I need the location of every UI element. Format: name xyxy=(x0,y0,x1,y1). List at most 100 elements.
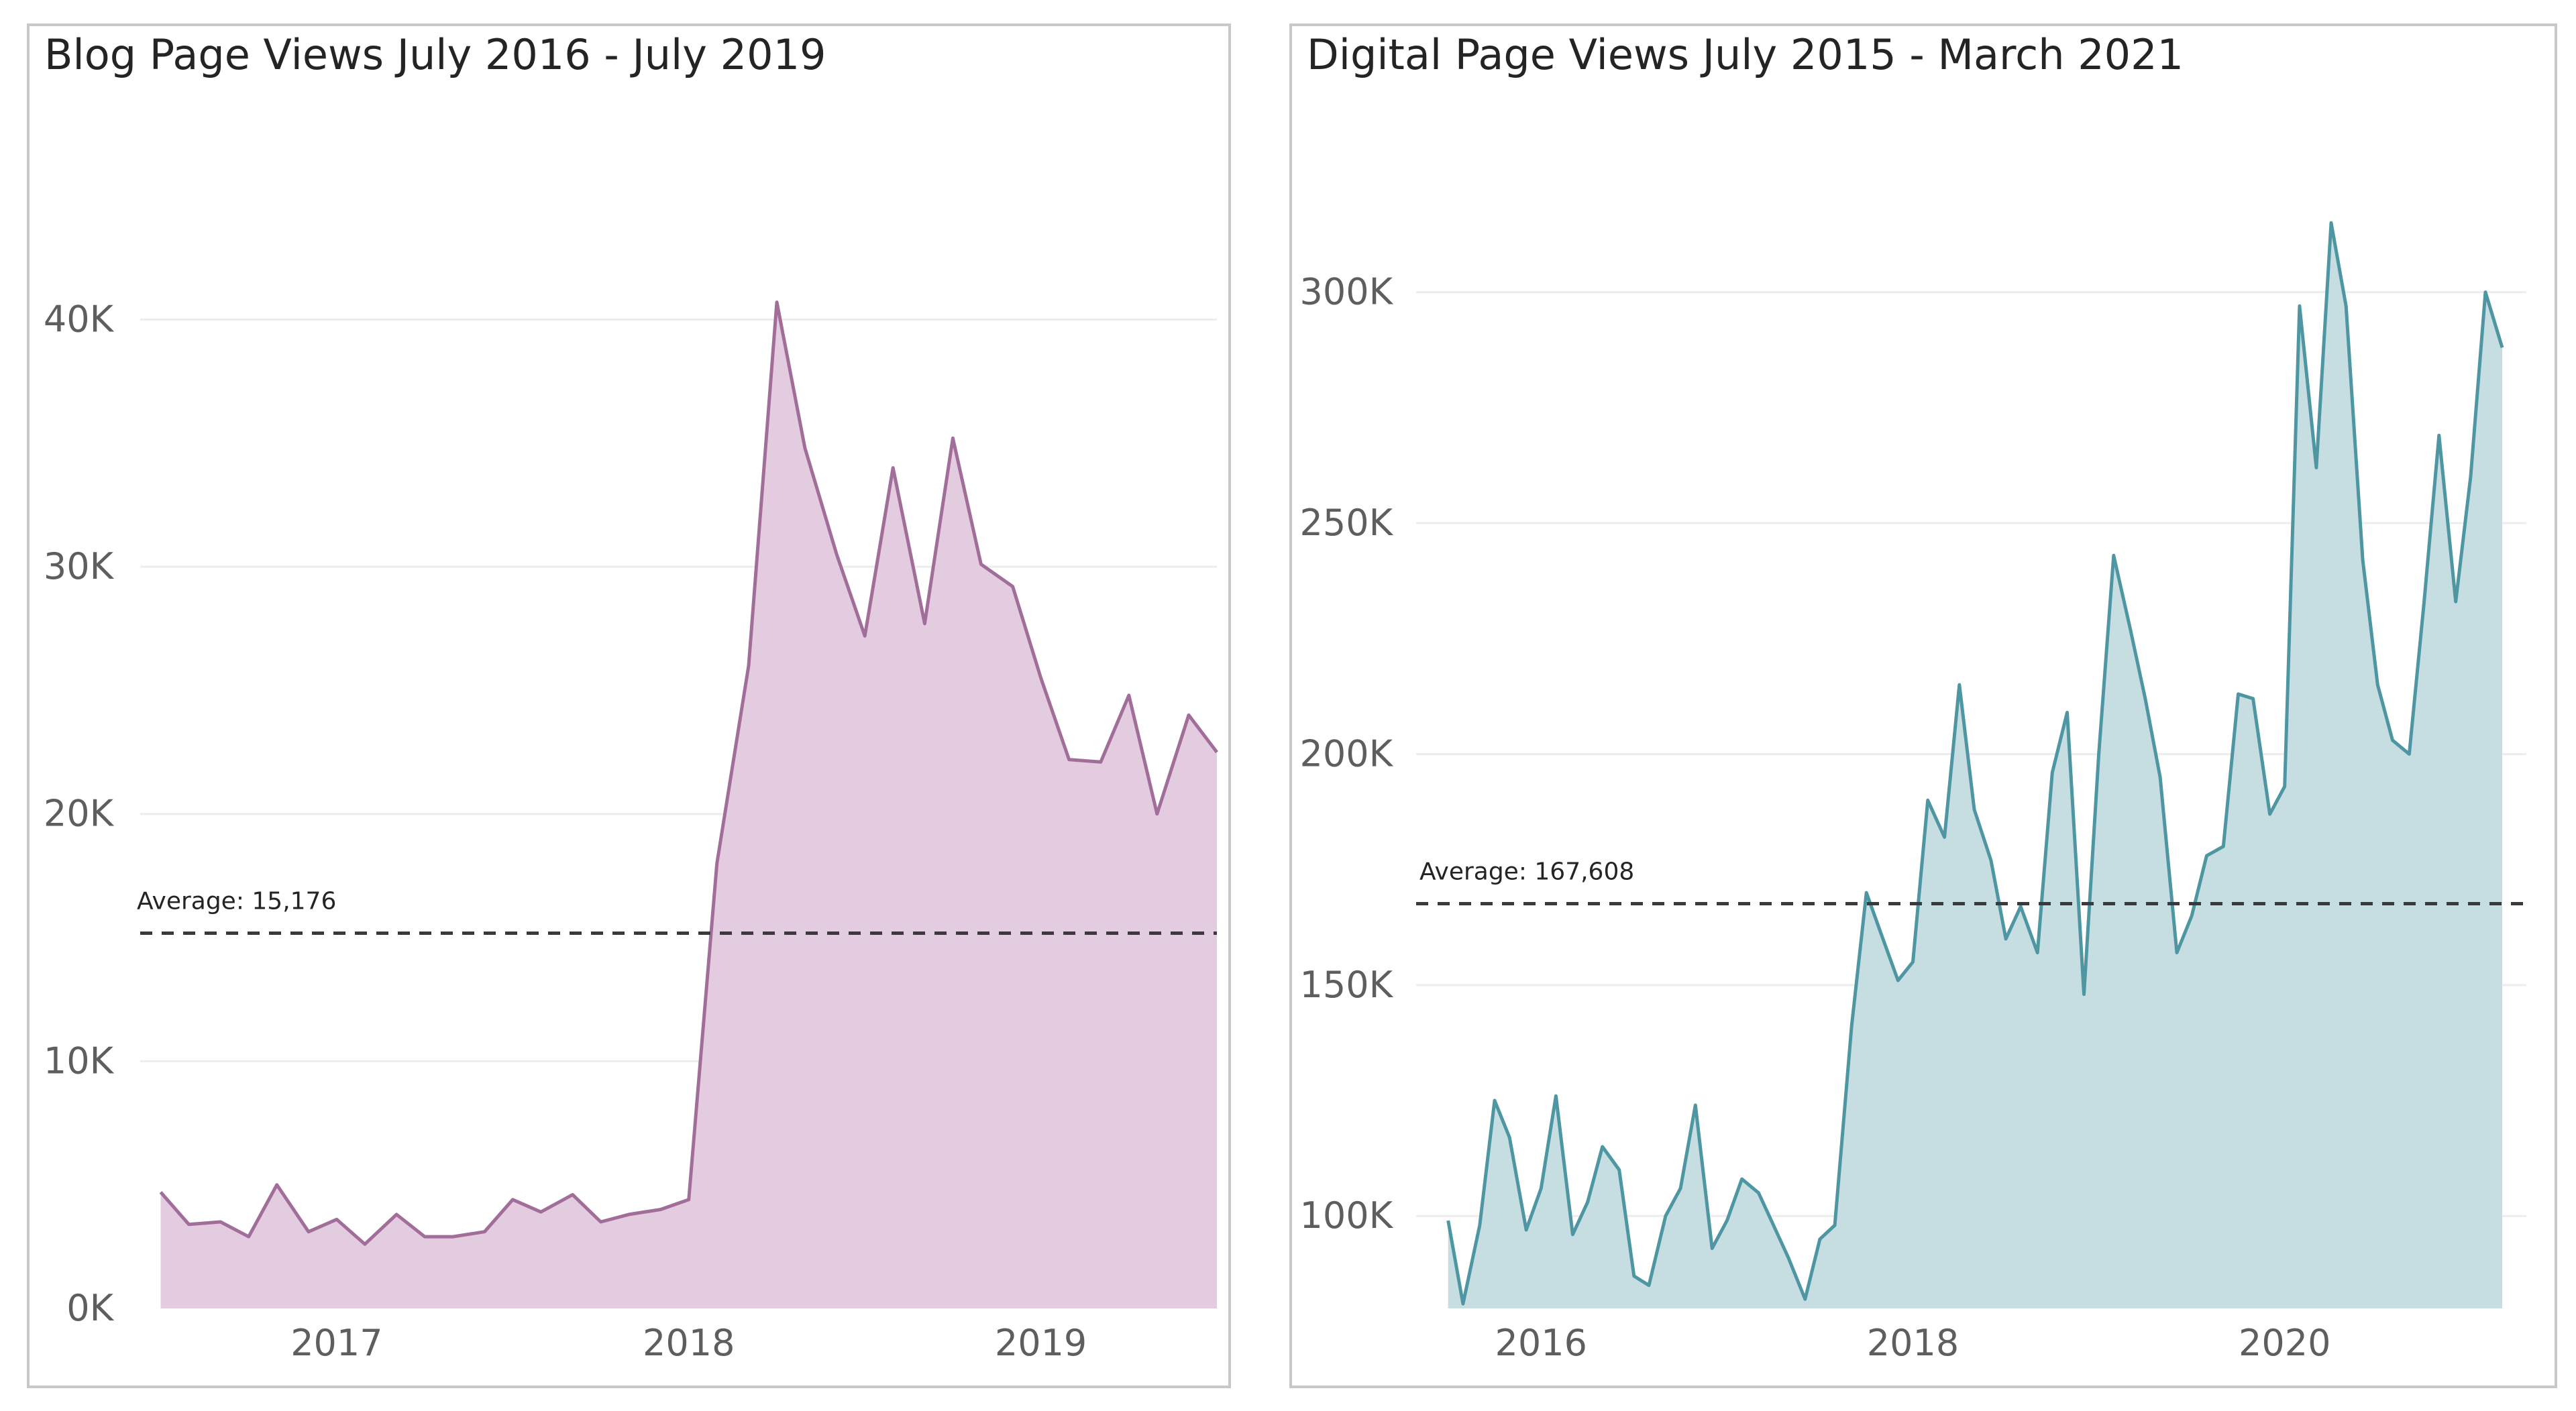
digital-data-point-15 xyxy=(1676,1184,1684,1192)
digital-data-point-52 xyxy=(2249,695,2257,703)
blog-data-point-7 xyxy=(361,1240,369,1248)
digital-data-point-53 xyxy=(2266,810,2274,818)
digital-data-point-48 xyxy=(2188,912,2196,920)
digital-chart-title: Digital Page Views July 2015 - March 202… xyxy=(1307,30,2184,79)
digital-data-point-26 xyxy=(1847,1023,1856,1031)
digital-data-point-46 xyxy=(2156,773,2164,781)
blog-data-point-33 xyxy=(1125,691,1133,699)
blog-y-tick-label-1: 10K xyxy=(44,1039,115,1082)
digital-data-point-8 xyxy=(1568,1231,1576,1239)
blog-data-point-19 xyxy=(713,860,721,868)
blog-data-point-11 xyxy=(480,1228,488,1236)
digital-data-point-24 xyxy=(1816,1235,1824,1243)
blog-data-point-16 xyxy=(625,1210,633,1219)
digital-data-point-34 xyxy=(1970,805,1978,813)
blog-chart-title: Blog Page Views July 2016 - July 2019 xyxy=(44,30,826,79)
blog-data-point-35 xyxy=(1185,711,1193,719)
blog-data-point-10 xyxy=(449,1233,457,1241)
digital-data-point-65 xyxy=(2452,598,2460,606)
blog-data-point-30 xyxy=(1037,674,1045,682)
digital-data-point-55 xyxy=(2296,302,2304,310)
digital-data-point-13 xyxy=(1645,1282,1653,1290)
blog-data-point-24 xyxy=(861,632,869,640)
blog-data-point-21 xyxy=(773,298,781,306)
blog-x-tick-label-1: 2018 xyxy=(643,1322,735,1364)
blog-data-point-25 xyxy=(889,464,897,472)
digital-data-point-35 xyxy=(1987,856,1995,864)
digital-data-point-0 xyxy=(1444,1217,1452,1225)
digital-data-point-47 xyxy=(2173,949,2181,957)
digital-data-point-31 xyxy=(1924,796,1932,804)
digital-data-point-68 xyxy=(2498,343,2506,351)
digital-data-point-33 xyxy=(1955,681,1964,689)
blog-data-point-12 xyxy=(508,1196,517,1204)
digital-data-point-44 xyxy=(2127,626,2135,634)
digital-data-point-23 xyxy=(1801,1295,1809,1303)
digital-data-point-17 xyxy=(1708,1245,1716,1253)
blog-data-point-5 xyxy=(305,1228,313,1236)
digital-data-point-22 xyxy=(1784,1253,1792,1261)
blog-data-point-32 xyxy=(1097,758,1105,766)
blog-data-point-4 xyxy=(273,1181,281,1189)
blog-y-tick-label-3: 30K xyxy=(44,545,115,587)
blog-data-point-9 xyxy=(421,1233,429,1241)
digital-y-tick-label-2: 200K xyxy=(1300,732,1394,775)
digital-data-point-38 xyxy=(2033,949,2041,957)
digital-data-point-21 xyxy=(1770,1221,1778,1229)
blog-series-line xyxy=(159,300,1218,1246)
blog-data-point-18 xyxy=(685,1196,693,1204)
digital-data-point-41 xyxy=(2080,991,2088,999)
digital-average-label: Average: 167,608 xyxy=(1419,858,1634,886)
digital-data-point-49 xyxy=(2202,852,2210,860)
blog-data-point-20 xyxy=(745,662,753,670)
blog-data-point-14 xyxy=(569,1190,577,1198)
digital-data-point-36 xyxy=(2002,935,2010,943)
digital-data-point-1 xyxy=(1459,1300,1467,1308)
blog-data-point-23 xyxy=(833,551,841,559)
blog-data-point-6 xyxy=(333,1215,341,1223)
blog-x-tick-label-2: 2019 xyxy=(995,1322,1087,1364)
digital-area-fill xyxy=(1448,223,2502,1308)
digital-data-point-27 xyxy=(1862,889,1870,897)
blog-y-tick-label-4: 40K xyxy=(44,298,115,340)
digital-data-point-11 xyxy=(1615,1166,1623,1174)
digital-data-point-45 xyxy=(2141,695,2149,703)
blog-data-point-34 xyxy=(1153,810,1161,818)
digital-y-tick-label-0: 100K xyxy=(1300,1194,1394,1237)
digital-x-tick-label-0: 2016 xyxy=(1495,1322,1587,1364)
digital-data-point-3 xyxy=(1491,1096,1499,1105)
digital-y-tick-label-1: 150K xyxy=(1300,964,1394,1006)
digital-data-point-32 xyxy=(1941,833,1949,841)
digital-data-point-4 xyxy=(1505,1133,1513,1141)
digital-data-point-40 xyxy=(2063,708,2072,716)
digital-data-point-54 xyxy=(2281,783,2289,791)
digital-data-point-50 xyxy=(2219,842,2227,850)
digital-x-tick-label-1: 2018 xyxy=(1867,1322,1959,1364)
blog-area-fill xyxy=(160,302,1217,1309)
digital-chart-svg: 100K 150K 200K 250K 300K 2016 2018 2020 Average:… xyxy=(1300,221,2526,1364)
blog-data-point-22 xyxy=(801,444,809,452)
digital-series-line xyxy=(1446,221,2504,1306)
blog-data-point-3 xyxy=(245,1233,253,1241)
blog-data-point-26 xyxy=(920,620,928,628)
blog-data-point-28 xyxy=(977,560,985,568)
digital-page-views-chart-panel[interactable]: Digital Page Views July 2015 - March 202… xyxy=(1289,23,2557,1388)
blog-data-point-2 xyxy=(217,1218,225,1226)
blog-data-point-29 xyxy=(1009,583,1017,591)
blog-data-point-13 xyxy=(537,1208,545,1216)
blog-data-point-0 xyxy=(157,1188,165,1196)
digital-data-point-56 xyxy=(2312,463,2320,471)
digital-data-point-6 xyxy=(1537,1184,1545,1192)
digital-data-point-30 xyxy=(1909,958,1917,966)
blog-average-label: Average: 15,176 xyxy=(137,888,336,915)
blog-data-point-15 xyxy=(597,1218,605,1226)
digital-data-point-66 xyxy=(2467,473,2475,481)
digital-data-point-58 xyxy=(2342,302,2350,310)
blog-page-views-chart-panel[interactable]: Blog Page Views July 2016 - July 2019 0K… xyxy=(27,23,1231,1388)
blog-data-point-8 xyxy=(392,1210,400,1219)
digital-data-point-10 xyxy=(1599,1143,1607,1151)
digital-data-point-28 xyxy=(1877,930,1885,938)
digital-data-point-59 xyxy=(2359,556,2367,564)
digital-data-point-61 xyxy=(2389,736,2397,744)
blog-data-point-17 xyxy=(657,1206,665,1214)
